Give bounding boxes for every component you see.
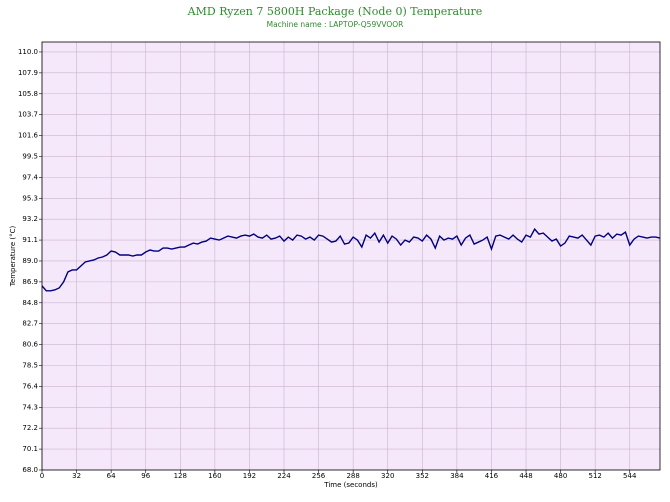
y-tick-label: 68.0 <box>22 466 38 474</box>
x-tick-label: 224 <box>277 472 291 480</box>
y-tick-label: 74.3 <box>22 403 38 411</box>
y-axis-label: Temperature (°C) <box>9 226 17 288</box>
x-tick-label: 480 <box>554 472 567 480</box>
y-tick-label: 99.5 <box>22 152 38 160</box>
y-tick-label: 82.7 <box>22 320 38 328</box>
y-tick-label: 86.9 <box>22 278 38 286</box>
x-tick-label: 352 <box>416 472 429 480</box>
y-tick-label: 105.8 <box>18 90 38 98</box>
x-tick-label: 512 <box>588 472 601 480</box>
y-tick-label: 80.6 <box>22 341 38 349</box>
x-tick-label: 416 <box>485 472 499 480</box>
x-tick-label: 544 <box>623 472 637 480</box>
y-tick-label: 103.7 <box>18 111 38 119</box>
y-tick-label: 76.4 <box>22 382 38 390</box>
x-tick-label: 96 <box>141 472 150 480</box>
y-tick-label: 93.2 <box>22 215 38 223</box>
x-tick-label: 64 <box>107 472 116 480</box>
x-tick-label: 0 <box>40 472 44 480</box>
x-tick-label: 256 <box>312 472 326 480</box>
x-tick-label: 32 <box>72 472 81 480</box>
chart-subtitle: Machine name : LAPTOP-Q59VVOOR <box>267 20 404 29</box>
plot-area <box>42 42 660 470</box>
y-tick-label: 72.2 <box>22 424 38 432</box>
data-line <box>41 227 661 292</box>
x-tick-label: 320 <box>381 472 394 480</box>
y-tick-label: 107.9 <box>18 69 38 77</box>
y-tick-label: 97.4 <box>22 173 38 181</box>
x-tick-label: 128 <box>174 472 187 480</box>
y-tick-label: 95.3 <box>22 194 38 202</box>
x-tick-label: 384 <box>450 472 464 480</box>
x-axis-label: Time (seconds) <box>323 481 378 489</box>
chart-title: AMD Ryzen 7 5800H Package (Node 0) Tempe… <box>187 5 483 18</box>
y-tick-label: 101.6 <box>18 132 39 140</box>
y-tick-label: 110.0 <box>18 48 38 56</box>
x-tick-label: 160 <box>208 472 221 480</box>
x-tick-label: 448 <box>519 472 532 480</box>
y-tick-label: 91.1 <box>22 236 38 244</box>
x-tick-label: 192 <box>243 472 256 480</box>
plot-frame <box>41 41 661 471</box>
x-tick-label: 288 <box>346 472 359 480</box>
y-tick-label: 89.0 <box>22 257 38 265</box>
y-tick-label: 78.5 <box>22 361 38 369</box>
y-tick-label: 70.1 <box>22 445 38 453</box>
y-tick-label: 84.8 <box>22 299 38 307</box>
